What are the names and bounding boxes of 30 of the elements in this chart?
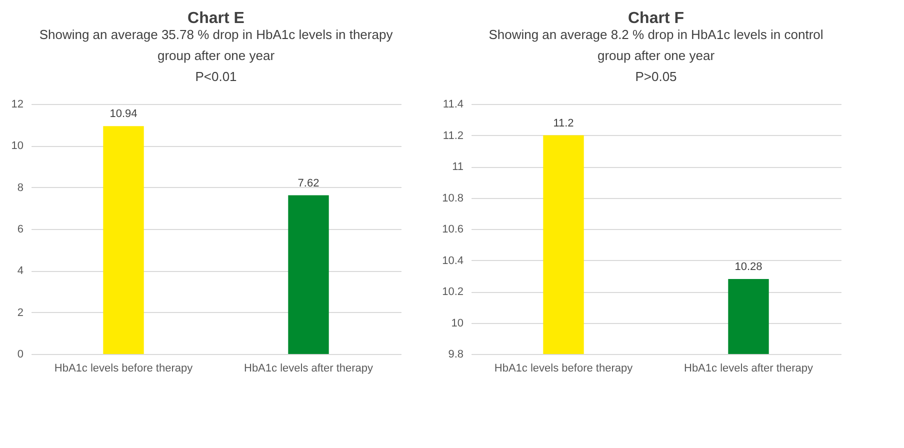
y-tick-label: 10.4 xyxy=(442,254,464,267)
y-tick-label: 0 xyxy=(17,348,24,360)
y-tick-label: 10.8 xyxy=(442,192,464,204)
y-tick-label: 12 xyxy=(11,98,24,110)
x-tick-label: HbA1c levels before therapy xyxy=(494,362,634,374)
text: P>0.05 xyxy=(635,69,677,84)
chart-title: Chart E xyxy=(188,10,245,27)
y-tick-label: 11.4 xyxy=(442,98,464,110)
y-tick-label: 10 xyxy=(11,140,24,152)
chart-title: Chart F xyxy=(628,10,684,27)
data-label: 10.28 xyxy=(734,261,762,273)
data-label: 7.62 xyxy=(298,177,320,190)
y-tick-label: 11 xyxy=(452,161,464,173)
y-tick-label: 10.2 xyxy=(442,286,464,298)
y-tick-label: 11.2 xyxy=(442,130,464,142)
chart-subtitle: Showing an average 35.78 % drop in HbA1c levels in therapy group after one year xyxy=(39,27,394,63)
y-tick-label: 8 xyxy=(17,182,24,194)
y-tick-label: 10 xyxy=(451,317,464,330)
y-tick-label: 10.6 xyxy=(442,224,464,236)
chart-subtitle: Showing an average 8.2 % drop in HbA1c levels in control group after one year xyxy=(488,27,824,63)
y-tick-label: 6 xyxy=(17,224,24,236)
data-label: 10.94 xyxy=(110,108,138,120)
x-tick-label: HbA1c levels after therapy xyxy=(244,362,374,374)
y-tick-label: 9.8 xyxy=(448,348,464,360)
x-tick-label: HbA1c levels before therapy xyxy=(54,362,194,374)
x-tick-label: HbA1c levels after therapy xyxy=(684,362,814,374)
text: P<0.01 xyxy=(195,69,237,84)
y-tick-label: 2 xyxy=(17,306,24,319)
data-label: 11.2 xyxy=(553,117,574,130)
y-tick-label: 4 xyxy=(17,265,24,278)
